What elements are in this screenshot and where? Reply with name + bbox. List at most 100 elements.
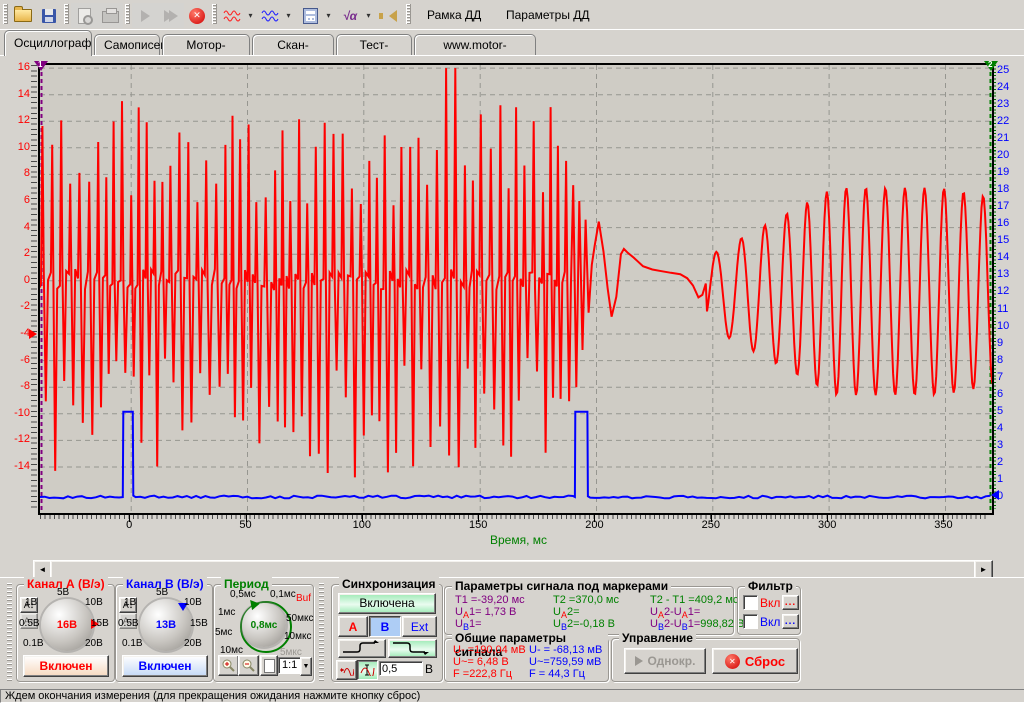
toolbar-gripper[interactable]	[125, 4, 130, 24]
marker-value-cell: T1 =-39,20 мс	[455, 594, 525, 606]
right-axis-tick-label: 13	[997, 268, 1010, 281]
marker-2-handle[interactable]: 2	[984, 60, 998, 71]
marker-params-title: Параметры сигнала под маркерами	[452, 579, 672, 593]
source-ext-label: Ext	[410, 619, 429, 634]
frame-dd-button[interactable]: Рамка ДД	[416, 3, 493, 27]
print-preview-icon	[77, 7, 93, 25]
zoom-ratio-dropdown[interactable]: ▼	[300, 657, 312, 676]
channel-b-coupling2-button[interactable]: A↕	[119, 613, 137, 629]
x-axis-tick-label: 300	[817, 519, 837, 531]
horizontal-scrollbar[interactable]: ◄ ►	[33, 560, 993, 579]
period-scale-label: 0,1мс	[270, 589, 296, 600]
math-button[interactable]: √α	[337, 3, 363, 28]
sync-source-ext-button[interactable]: Ext	[402, 616, 437, 637]
sound-button[interactable]	[377, 3, 403, 28]
toolbar-gripper[interactable]	[64, 4, 69, 24]
channel-b-title: Канал B (В/э)	[123, 577, 207, 591]
left-axis-tick-label: -14	[14, 459, 30, 472]
left-axis-tick-label: 16	[17, 61, 30, 74]
sync-source-b-button[interactable]: B	[369, 616, 401, 637]
x-axis-ticks	[40, 515, 988, 519]
params-dd-button[interactable]: Параметры ДД	[495, 3, 601, 27]
marker-1-handle[interactable]: 1	[34, 60, 48, 71]
channel-a-title: Канал А (В/э)	[24, 577, 108, 591]
new-page-button[interactable]	[260, 655, 278, 676]
main-toolbar: ✕ ▾ ▾ ▾ √α ▾ Рамка ДД Параметры ДД	[0, 0, 1024, 30]
math-dropdown[interactable]: ▾	[362, 3, 375, 28]
oscilloscope-chart: 16 14 12 10 8 6 4 2 0 -2 -4 -6 -8 -10 -12 -14 25 24 23 22 2…	[0, 55, 1024, 590]
panel-gripper[interactable]	[319, 583, 324, 683]
channel-a-menu-dropdown[interactable]: ▾	[244, 3, 257, 28]
channelA-scale-label: 10В	[85, 597, 103, 608]
general-param-value: U- = -68,13 мВ	[529, 644, 603, 656]
x-axis-tick-label: 50	[239, 519, 252, 531]
print-preview-button[interactable]	[71, 3, 97, 28]
tab-самописец[interactable]: Самописец	[94, 34, 167, 56]
tab-осциллограф[interactable]: Осциллограф	[4, 30, 92, 56]
tab-скан-тестер[interactable]: Скан-Тестер	[252, 34, 334, 72]
channel-a-coupling2-button[interactable]: A↕	[20, 613, 38, 629]
sync-state-button[interactable]: Включена	[338, 593, 436, 614]
zoom-in-button[interactable]	[218, 655, 239, 676]
sync-source-a-button[interactable]: A	[338, 616, 368, 637]
channel-a-group: Канал А (В/э) A↕ A↕ 16В Включен 5В 10В 15В…	[16, 577, 115, 682]
channel-a-zero-arrow[interactable]	[29, 329, 37, 339]
filter-b-more-button[interactable]: ...	[782, 614, 799, 629]
open-file-button[interactable]	[10, 3, 36, 28]
print-button[interactable]	[97, 3, 123, 28]
filter-b-checkbox[interactable]	[743, 614, 758, 629]
toolbar-gripper[interactable]	[406, 4, 411, 24]
tab-тест-мастер[interactable]: Тест-мастер	[336, 34, 412, 72]
x-axis-tick-label: 0	[126, 519, 133, 531]
ellipsis-icon: ...	[784, 615, 797, 627]
level-trigger-button[interactable]	[357, 660, 378, 680]
channel-a-knob-pointer	[91, 619, 99, 629]
run-control-group: Управление Однокр. ✕ Сброс	[611, 631, 800, 682]
single-shot-button[interactable]: Однокр.	[624, 648, 706, 674]
reset-button[interactable]: ✕ Сброс	[712, 648, 798, 674]
open-folder-icon	[14, 6, 32, 22]
zoom-ratio-value: 1:1	[278, 657, 305, 674]
zoom-out-button[interactable]	[238, 655, 259, 676]
x-axis-major-tick	[827, 515, 829, 522]
toolbar-gripper[interactable]	[212, 4, 217, 24]
x-axis-tick-label: 350	[934, 519, 953, 531]
calculator-dropdown[interactable]: ▾	[322, 3, 335, 28]
zoom-out-icon	[242, 659, 255, 672]
plot-area[interactable]: 1 2	[34, 60, 998, 515]
falling-edge-button[interactable]	[388, 639, 437, 658]
general-param-value: U~= 6,48 В	[453, 656, 509, 668]
channel-b-enable-button[interactable]: Включен	[122, 655, 208, 677]
slope-trigger-button[interactable]	[336, 660, 357, 680]
run-continuous-button[interactable]	[158, 3, 184, 28]
channel-a-coupling-button[interactable]: A↕	[20, 597, 38, 613]
channel-a-enable-button[interactable]: Включен	[23, 655, 109, 677]
filter-a-more-button[interactable]: ...	[782, 595, 799, 610]
rising-edge-button[interactable]	[338, 639, 386, 658]
coupling-icon: A↕	[23, 616, 35, 626]
filter-a-checkbox[interactable]	[743, 595, 758, 610]
channel-a-range-knob[interactable]: 16В	[41, 599, 93, 651]
run-button[interactable]	[132, 3, 158, 28]
channel-b-zero-arrow[interactable]	[991, 490, 999, 500]
channel-b-coupling-button[interactable]: A↕	[119, 597, 137, 613]
run-control-title: Управление	[619, 631, 696, 645]
tab-мотор-тестер[interactable]: Мотор-тестер	[162, 34, 250, 72]
marker-params-group: Параметры сигнала под маркерами T1 =-39,…	[444, 579, 744, 635]
channel-a-menu-button[interactable]	[219, 3, 245, 28]
panel-gripper[interactable]	[7, 583, 12, 683]
channel-b-menu-dropdown[interactable]: ▾	[282, 3, 295, 28]
tab-website[interactable]: www.motor-master.ru	[414, 34, 536, 72]
left-axis-tick-label: -2	[20, 300, 30, 313]
right-axis-tick-label: 11	[997, 302, 1009, 315]
save-file-button[interactable]	[36, 3, 62, 28]
filter-a-label: Вкл	[760, 596, 781, 610]
x-axis-title: Время, мс	[490, 533, 548, 547]
calculator-button[interactable]	[297, 3, 323, 28]
stop-button[interactable]: ✕	[184, 3, 210, 28]
trigger-level-input[interactable]	[379, 661, 423, 676]
toolbar-gripper[interactable]	[3, 4, 8, 24]
channel-b-menu-button[interactable]	[257, 3, 283, 28]
period-knob[interactable]: 0,8мс	[242, 603, 286, 647]
marker-value-cell: UB2=-0,18 В	[553, 618, 615, 633]
